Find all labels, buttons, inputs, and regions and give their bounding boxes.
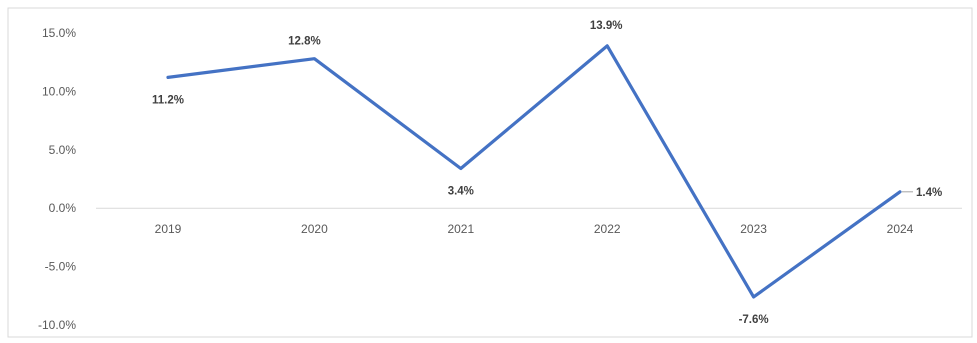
y-tick-label: -10.0% — [38, 318, 76, 332]
y-tick-label: 5.0% — [49, 143, 77, 157]
data-label: 13.9% — [590, 20, 623, 32]
y-tick-label: 0.0% — [49, 201, 77, 215]
data-label: 11.2% — [152, 94, 184, 106]
data-point — [605, 44, 609, 48]
data-label: -7.6% — [739, 314, 769, 326]
x-tick-label: 2021 — [447, 222, 474, 236]
x-tick-label: 2024 — [887, 222, 914, 236]
x-tick-label: 2023 — [740, 222, 767, 236]
y-tick-label: 15.0% — [42, 26, 76, 40]
chart-frame — [7, 7, 973, 338]
series-line — [166, 44, 902, 299]
y-tick-label: -5.0% — [45, 260, 77, 274]
data-point — [459, 166, 463, 170]
x-tick-label: 2019 — [155, 222, 182, 236]
data-point — [898, 190, 902, 194]
data-point — [312, 57, 316, 61]
y-tick-label: 10.0% — [42, 84, 76, 98]
data-label: 1.4% — [916, 187, 942, 199]
x-tick-label: 2022 — [594, 222, 621, 236]
data-point — [752, 295, 756, 299]
data-label: 3.4% — [448, 185, 474, 197]
x-tick-label: 2020 — [301, 222, 328, 236]
data-point — [166, 75, 170, 79]
data-label: 12.8% — [288, 36, 321, 48]
